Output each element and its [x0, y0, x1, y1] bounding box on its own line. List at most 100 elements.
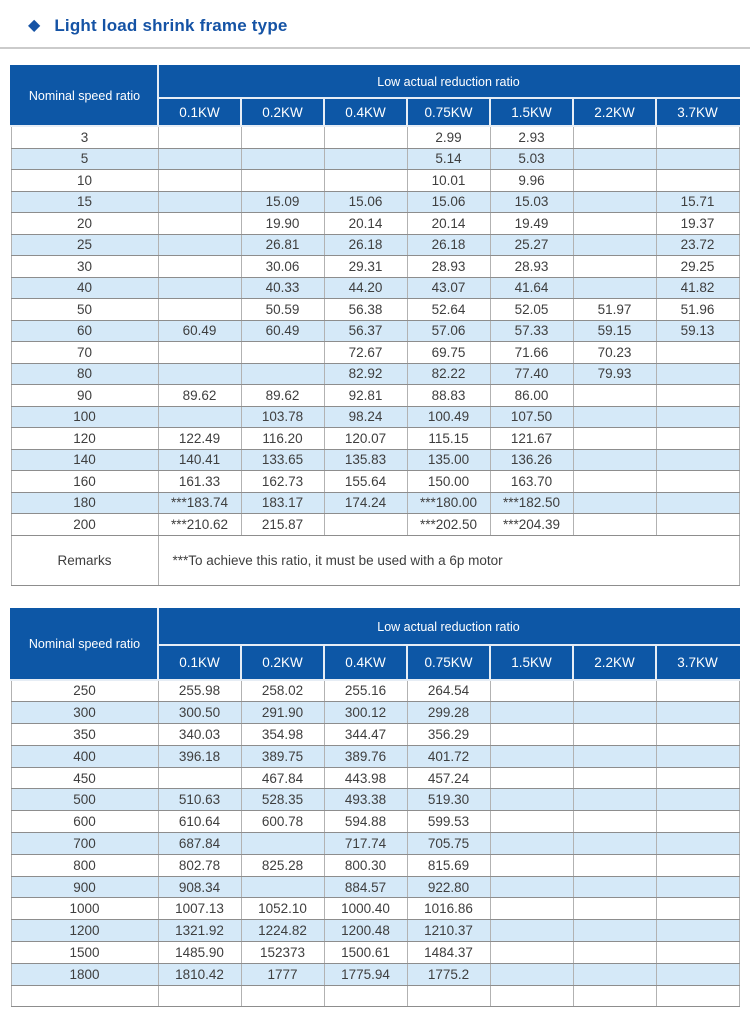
value-cell-2.2kw: 70.23 — [572, 341, 657, 364]
value-cell-3.7kw — [655, 513, 740, 536]
value-cell-3.7kw — [655, 470, 740, 493]
ratio-cell: 1500 — [10, 941, 159, 964]
value-cell-1.5kw: 25.27 — [489, 233, 574, 256]
value-cell-0.1kw: 1810.42 — [157, 962, 242, 986]
value-cell-1.5kw: 28.93 — [489, 255, 574, 278]
reduction-ratio-table-high: Nominal speed ratio Low actual reduction … — [10, 607, 740, 1008]
value-cell-0.2kw — [240, 832, 325, 855]
ratio-cell: 20 — [10, 212, 159, 235]
value-cell-3.7kw — [655, 941, 740, 964]
ratio-cell: 120 — [10, 427, 159, 450]
value-cell-0.75kw: 599.53 — [406, 810, 491, 834]
value-cell-2.2kw — [572, 448, 657, 471]
ratio-cell: 700 — [10, 832, 159, 855]
ratio-cell: 10 — [10, 169, 159, 192]
value-cell-0.75kw: 43.07 — [406, 276, 491, 299]
value-cell-0.4kw: 1500.61 — [323, 941, 408, 964]
value-cell-0.4kw: 344.47 — [323, 723, 408, 746]
ratio-cell: 900 — [10, 875, 159, 899]
value-cell-3.7kw — [655, 962, 740, 986]
value-cell-0.4kw: 82.92 — [323, 362, 408, 385]
value-cell-0.1kw — [157, 169, 242, 192]
value-cell-0.2kw: 389.75 — [240, 744, 325, 768]
column-header-0.1kw: 0.1KW — [157, 97, 242, 127]
value-cell-0.1kw: 340.03 — [157, 723, 242, 746]
value-cell-1.5kw — [489, 810, 574, 834]
value-cell-2.2kw — [572, 255, 657, 278]
value-cell-0.2kw: 1777 — [240, 962, 325, 986]
value-cell-0.4kw: 300.12 — [323, 701, 408, 725]
column-header-2.2kw: 2.2KW — [572, 643, 657, 681]
value-cell-0.1kw: 1485.90 — [157, 941, 242, 964]
value-cell-0.1kw: 89.62 — [157, 384, 242, 407]
value-cell-0.4kw: 44.20 — [323, 276, 408, 299]
value-cell-0.75kw: ***180.00 — [406, 491, 491, 514]
value-cell-0.4kw — [323, 147, 408, 170]
value-cell-1.5kw: 77.40 — [489, 362, 574, 385]
value-cell-0.1kw: 161.33 — [157, 470, 242, 493]
value-cell-1.5kw — [489, 919, 574, 943]
header-row-group: Nominal speed ratio Low actual reduction … — [10, 65, 740, 127]
table-row: 25 26.81 26.18 26.18 25.27 23.72 — [10, 233, 740, 256]
value-cell-0.75kw: 57.06 — [406, 319, 491, 342]
value-cell-0.4kw: 56.37 — [323, 319, 408, 342]
table-row: 500 510.63 528.35 493.38 519.30 — [10, 788, 740, 812]
value-cell-0.4kw: 493.38 — [323, 788, 408, 812]
ratio-cell: 1200 — [10, 919, 159, 943]
ratio-cell: 200 — [10, 513, 159, 536]
table-row: 80 82.92 82.22 77.40 79.93 — [10, 362, 740, 385]
value-cell-0.1kw — [157, 405, 242, 428]
table-row: 120 122.49 116.20 120.07 115.15 121.67 — [10, 427, 740, 450]
value-cell-2.2kw — [572, 766, 657, 790]
section-title: ◆ Light load shrink frame type — [0, 0, 750, 39]
value-cell-0.4kw: 884.57 — [323, 875, 408, 899]
value-cell-2.2kw — [572, 470, 657, 493]
value-cell-3.7kw — [655, 788, 740, 812]
value-cell-0.4kw: 92.81 — [323, 384, 408, 407]
value-cell-0.1kw: 510.63 — [157, 788, 242, 812]
title-divider — [0, 47, 750, 49]
value-cell-0.4kw: 717.74 — [323, 832, 408, 855]
value-cell-0.75kw: 264.54 — [406, 678, 491, 703]
corner-header-nominal-speed-ratio: Nominal speed ratio — [10, 65, 159, 127]
value-cell-0.4kw: 443.98 — [323, 766, 408, 790]
column-header-0.4kw: 0.4KW — [323, 97, 408, 127]
value-cell-1.5kw: 71.66 — [489, 341, 574, 364]
value-cell-2.2kw: 59.15 — [572, 319, 657, 342]
ratio-cell: 140 — [10, 448, 159, 471]
value-cell-1.5kw: ***182.50 — [489, 491, 574, 514]
value-cell-0.2kw: 15.09 — [240, 190, 325, 213]
ratio-cell: 800 — [10, 853, 159, 877]
value-cell-0.2kw: 40.33 — [240, 276, 325, 299]
value-cell-0.4kw: 1000.40 — [323, 897, 408, 921]
value-cell-0.1kw: ***183.74 — [157, 491, 242, 514]
value-cell-0.4kw: 135.83 — [323, 448, 408, 471]
value-cell-0.1kw: 908.34 — [157, 875, 242, 899]
value-cell-0.75kw: 115.15 — [406, 427, 491, 450]
table-row: 250 255.98 258.02 255.16 264.54 — [10, 678, 740, 703]
value-cell-3.7kw — [655, 766, 740, 790]
value-cell-3.7kw — [655, 678, 740, 703]
value-cell-3.7kw — [655, 723, 740, 746]
value-cell-0.1kw: 687.84 — [157, 832, 242, 855]
value-cell-0.75kw: 88.83 — [406, 384, 491, 407]
value-cell-1.5kw: 163.70 — [489, 470, 574, 493]
value-cell-1.5kw: 136.26 — [489, 448, 574, 471]
header-row-kw: 0.1KW 0.2KW 0.4KW 0.75KW 1.5KW 2.2KW 3.7KW — [11, 643, 740, 681]
value-cell-0.2kw: 291.90 — [240, 701, 325, 725]
value-cell-2.2kw — [572, 919, 657, 943]
ratio-cell: 30 — [10, 255, 159, 278]
value-cell-3.7kw — [655, 491, 740, 514]
ratio-cell: 3 — [10, 125, 159, 149]
value-cell-2.2kw — [572, 788, 657, 812]
value-cell-0.4kw: 1775.94 — [323, 962, 408, 986]
value-cell-1.5kw — [489, 723, 574, 746]
ratio-cell: 400 — [10, 744, 159, 768]
value-cell-0.2kw: 467.84 — [240, 766, 325, 790]
table-row: 1200 1321.92 1224.82 1200.48 1210.37 — [10, 919, 740, 943]
ratio-cell: 450 — [10, 766, 159, 790]
value-cell-0.2kw: 50.59 — [240, 298, 325, 321]
reduction-ratio-table-low: Nominal speed ratio Low actual reduction … — [10, 65, 740, 586]
table-row: 900 908.34 884.57 922.80 — [10, 875, 740, 899]
value-cell-2.2kw: 79.93 — [572, 362, 657, 385]
